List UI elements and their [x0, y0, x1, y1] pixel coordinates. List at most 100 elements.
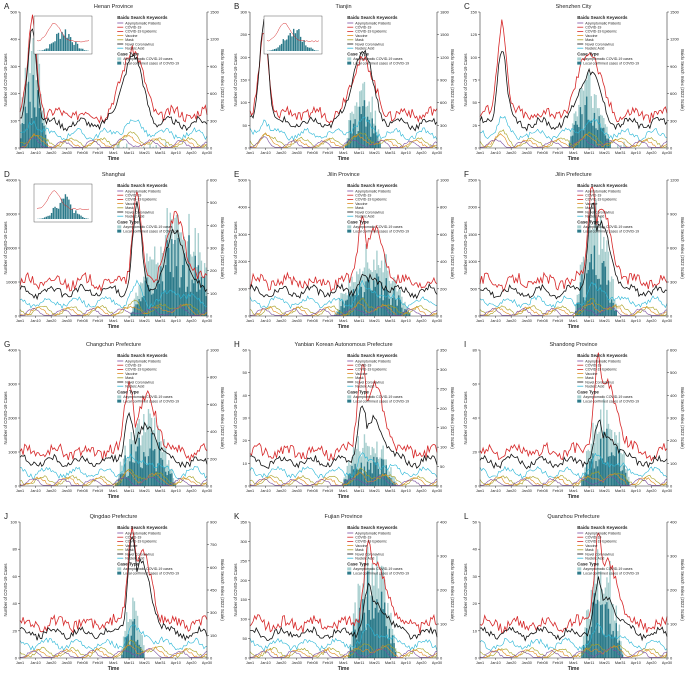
inset-bar [80, 48, 82, 51]
tick-label-x: Feb08 [77, 151, 88, 155]
tick-label-right: 200 [670, 438, 677, 443]
tick-label-right: 1500 [210, 10, 220, 15]
bar-local-confirmed [609, 623, 611, 658]
bar-asymptomatic [135, 610, 137, 658]
legend-case-swatch [577, 225, 582, 229]
bar-local-confirmed [595, 603, 597, 658]
bar-asymptomatic [599, 215, 602, 316]
panel-j: J Qingdao Prefecture 0 20 40 60 80 100 0 150 300 45… [3, 512, 225, 672]
bar-local-confirmed [610, 452, 613, 486]
legend-keywords-title: Baidu Search Keywords [117, 15, 168, 20]
bar-local-confirmed [401, 307, 403, 316]
tick-label-x: Mar1 [339, 489, 348, 493]
bar-local-confirmed [614, 310, 616, 316]
bar-local-confirmed [601, 128, 603, 148]
y-axis-label-right: Baidu Search Index (2022 Scale) [450, 387, 455, 449]
tick-label-left: 2500 [468, 178, 478, 183]
bar-asymptomatic [607, 423, 610, 486]
bar-asymptomatic [164, 142, 167, 148]
bar-local-confirmed [177, 237, 179, 316]
bar-local-confirmed [183, 253, 186, 316]
legend-case-swatch [117, 61, 122, 65]
legend-keyword-label: Mask [125, 376, 134, 380]
inset-bar [303, 40, 305, 51]
tick-label-x: Apr30 [432, 661, 442, 665]
inset-bar [291, 36, 293, 51]
inset-bar [59, 38, 61, 51]
bar-asymptomatic [382, 272, 384, 316]
inset-bar [279, 45, 281, 51]
bar-local-confirmed [139, 647, 142, 658]
tick-label-right: 400 [210, 429, 217, 434]
bars [581, 549, 624, 658]
inset-bar [57, 208, 60, 219]
legend-keyword-label: Asymptomatic Patients [355, 531, 391, 535]
tick-label-x: Jan20 [506, 661, 516, 665]
tick-label-x: Apr20 [646, 151, 656, 155]
legend-keywords-title: Baidu Search Keywords [577, 15, 628, 20]
legend-keywords-title: Baidu Search Keywords [117, 353, 168, 358]
bar-asymptomatic [21, 97, 23, 148]
bar-local-confirmed [27, 81, 30, 148]
line-asymptomatic-patients [250, 136, 438, 148]
bar-local-confirmed [590, 626, 593, 658]
bar-local-confirmed [23, 123, 25, 148]
bar-asymptomatic [610, 276, 613, 316]
tick-label-x: Mar21 [599, 151, 610, 155]
tick-label-left: 0 [15, 656, 18, 661]
legend-keyword-label: Nucleic Acid [355, 215, 374, 219]
tick-label-left: 10 [243, 461, 248, 466]
tick-label-x: Feb19 [93, 319, 104, 323]
tick-label-x: Feb08 [537, 489, 548, 493]
legend-case-label: Asymptomatic COVID-19 cases [583, 567, 632, 571]
bar-asymptomatic [178, 232, 181, 316]
bar-local-confirmed [388, 477, 391, 486]
bar-asymptomatic [351, 111, 353, 148]
tick-label-x: Mar1 [569, 151, 578, 155]
bar-local-confirmed [587, 269, 589, 316]
bar-local-confirmed [615, 310, 617, 316]
tick-label-x: Apr20 [646, 319, 656, 323]
legend-keyword-label: COVID-19 [125, 364, 141, 368]
line-mask [479, 470, 668, 486]
tick-label-right: 1000 [440, 178, 450, 183]
bar-local-confirmed [133, 618, 136, 658]
legend-case-label: Local confirmed cases of COVID-19 [353, 399, 409, 403]
bar-local-confirmed [578, 302, 580, 316]
tick-label-left: 1000 [8, 450, 18, 455]
legend-keyword-label: COVID-19 [585, 364, 601, 368]
tick-label-x: Jan30 [522, 661, 532, 665]
bar-local-confirmed [150, 433, 153, 486]
tick-label-x: Apr20 [416, 319, 426, 323]
inset-bar [85, 50, 87, 51]
bar-local-confirmed [576, 302, 579, 316]
legend-keyword-label: Nucleic Acid [125, 385, 144, 389]
legend-keyword-label: Novel Coronavirus [585, 42, 614, 46]
tick-label-x: Mar1 [109, 319, 118, 323]
tick-label-left: 0 [15, 146, 18, 151]
panel-letter: I [464, 340, 466, 349]
panel-title: Shanghai [102, 172, 125, 178]
tick-label-x: Mar21 [369, 489, 380, 493]
bar-local-confirmed [606, 284, 608, 316]
bar-local-confirmed [374, 286, 377, 316]
tick-label-left: 20 [473, 450, 478, 455]
tick-label-x: Mar21 [139, 319, 150, 323]
bar-asymptomatic [143, 414, 145, 486]
bar-local-confirmed [599, 438, 602, 486]
bar-local-confirmed [610, 634, 613, 658]
tick-label-x: Feb19 [93, 151, 104, 155]
bar-local-confirmed [390, 478, 392, 486]
line-vaccine [250, 302, 438, 316]
legend-keyword-label: Vaccine [355, 34, 367, 38]
inset-bar [49, 44, 51, 51]
tick-label-x: Jan30 [522, 319, 532, 323]
bar-local-confirmed [368, 119, 370, 148]
bar-local-confirmed [589, 461, 591, 486]
bar-local-confirmed [366, 116, 369, 148]
bar-asymptomatic [133, 435, 136, 486]
bar-asymptomatic [606, 240, 608, 316]
tick-label-x: Jan10 [490, 661, 500, 665]
tick-label-x: Jan10 [490, 319, 500, 323]
bar-local-confirmed [194, 255, 196, 316]
